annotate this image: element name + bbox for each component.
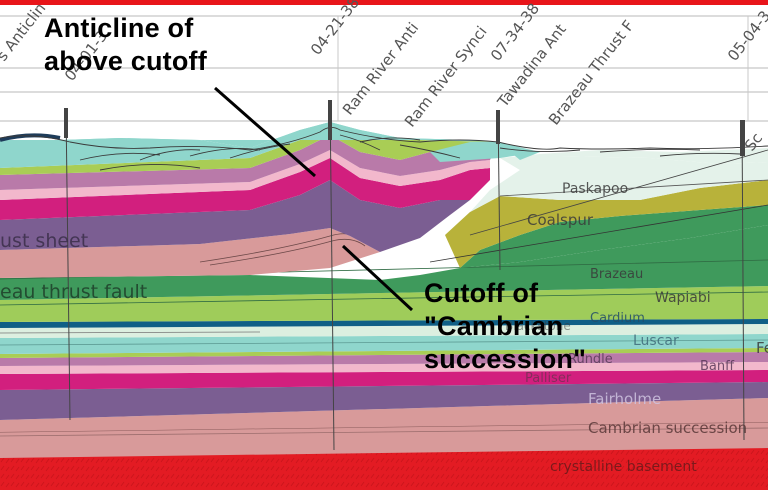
label-thrust-fault: eau thrust fault — [0, 281, 147, 303]
label-cardium: Cardium — [590, 311, 645, 326]
annotation-cutoff-line1: Cutoff of — [424, 278, 539, 308]
label-thrust-sheet: ust sheet — [0, 230, 88, 252]
layer-blackstone — [0, 324, 768, 338]
layer-thrust-fairholme — [0, 180, 470, 252]
label-cambrian-succession: Cambrian succession — [588, 419, 747, 437]
derrick-icon — [740, 120, 745, 156]
layer-thrust-rundle — [0, 135, 495, 190]
layer-rundle — [0, 352, 768, 366]
label-crystalline-basement: crystalline basement — [550, 459, 697, 475]
layer-luscar — [0, 334, 768, 354]
label-brazeau: Brazeau — [590, 267, 643, 282]
label-palliser: Palliser — [525, 371, 572, 386]
layer-thrust-banff — [0, 150, 490, 200]
label-wapiabi: Wapiabi — [655, 290, 711, 306]
layer-paskapoo — [470, 156, 768, 212]
layer-thin-lime — [0, 348, 768, 358]
annotation-line-anticline — [214, 86, 316, 178]
label-fairholme: Fairholme — [588, 390, 661, 408]
surface-topography — [0, 127, 768, 171]
layer-fairholme — [0, 382, 768, 420]
layer-brazeau — [0, 225, 768, 300]
layer-cambrian-lower — [0, 422, 768, 458]
formation-labels: ust sheet eau thrust fault Paskapoo Coal… — [0, 181, 768, 475]
well-derricks — [64, 100, 745, 156]
layer-thrust-palliser — [0, 158, 490, 220]
label-coalspur: Coalspur — [527, 211, 594, 229]
top-border — [0, 0, 768, 5]
annotation-anticline-line1: Anticline of — [44, 13, 194, 43]
layer-thrust-luscar — [0, 122, 540, 168]
label-paskapoo: Paskapoo — [562, 181, 628, 197]
layer-coalspur — [445, 180, 768, 268]
annotation-anticline-line2: above cutoff — [44, 46, 207, 76]
label-banff: Banff — [700, 359, 735, 374]
annotation-cutoff-line3: succession" — [424, 344, 587, 374]
label-fe: Fe — [756, 339, 768, 357]
annotation-anticline: Anticline of above cutoff — [44, 12, 207, 78]
layer-palliser — [0, 370, 768, 390]
derrick-icon — [64, 108, 68, 138]
derrick-icon — [496, 110, 500, 144]
annotation-cutoff-line2: "Cambrian — [424, 311, 564, 341]
label-luscar: Luscar — [633, 333, 679, 349]
annotation-cutoff: Cutoff of "Cambrian succession" — [424, 277, 586, 376]
layer-brazeau-upper — [460, 205, 768, 268]
annotation-line-cutoff — [341, 244, 414, 312]
grid-lines — [0, 15, 768, 122]
label-rundle: Rundle — [568, 352, 613, 367]
layer-thrust-cambrian — [0, 228, 380, 278]
layer-cambrian-succession — [0, 398, 768, 432]
derrick-icon — [328, 100, 332, 140]
label-blackstone: Blackstone — [505, 319, 571, 333]
